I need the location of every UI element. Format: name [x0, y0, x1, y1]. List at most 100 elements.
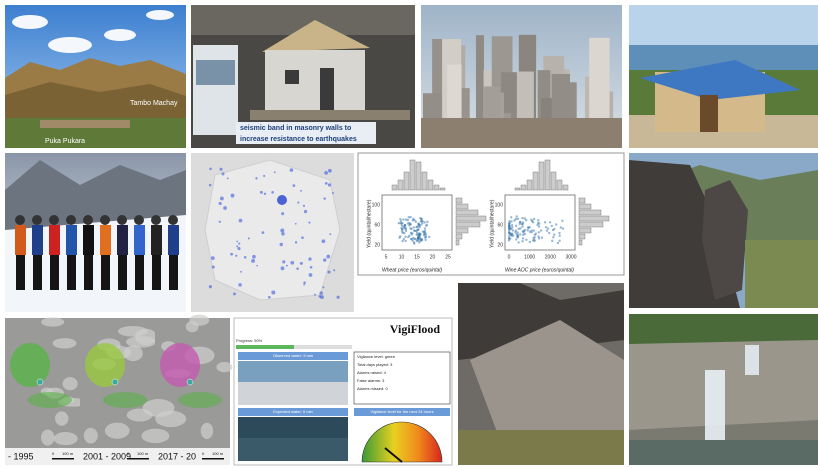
mountain-shade — [5, 82, 186, 125]
dot — [303, 281, 306, 284]
head — [32, 215, 42, 225]
scatter-point — [402, 218, 405, 221]
door — [320, 68, 334, 112]
scatter-point — [416, 225, 419, 229]
pool — [629, 440, 818, 465]
scatter-point — [558, 239, 561, 242]
scatter-point — [537, 231, 541, 234]
label: 20 — [374, 242, 380, 248]
dot — [297, 201, 300, 204]
banner — [236, 122, 376, 144]
scatter-point — [516, 231, 520, 234]
scatter-point — [537, 222, 541, 225]
scatter-point — [423, 221, 426, 224]
label: Alarms raised: 4 — [357, 370, 387, 375]
histogram-top — [556, 179, 563, 191]
legs — [33, 255, 42, 290]
scatter-point — [545, 229, 549, 232]
scatter-point — [532, 229, 536, 232]
label: Puka Pukara — [45, 138, 85, 145]
terrain — [62, 377, 78, 391]
terrain — [52, 338, 77, 349]
dot — [218, 220, 221, 223]
scatter-point — [400, 224, 404, 227]
histogram-side — [578, 233, 586, 240]
scatter-point — [552, 236, 555, 239]
histogram-top — [526, 179, 533, 191]
dot — [261, 231, 265, 234]
label: Yield (quintal/hectare) — [489, 199, 495, 248]
scatter-point — [416, 239, 420, 242]
caption-bg — [80, 448, 155, 465]
terrain — [134, 328, 157, 346]
panel-header — [238, 408, 348, 416]
building — [475, 35, 484, 148]
scatter-point — [417, 236, 420, 240]
label: increase resistance to earthquakes — [240, 136, 357, 143]
dot — [210, 256, 215, 260]
histogram-side — [455, 197, 463, 204]
legs — [135, 255, 144, 290]
histogram-top — [397, 179, 404, 191]
dot — [237, 247, 241, 251]
scatter-point — [553, 227, 556, 231]
cloud — [104, 29, 136, 41]
label: 20 — [497, 242, 503, 248]
scatter-point — [407, 216, 410, 219]
dot — [230, 252, 234, 256]
scatter-point — [507, 227, 511, 230]
scatter-point — [555, 223, 558, 226]
dot — [263, 192, 267, 195]
scatter-point — [561, 219, 564, 223]
scatter-point — [521, 239, 524, 243]
dot — [302, 204, 306, 207]
scatter-point — [399, 235, 402, 238]
scatter-point — [559, 226, 563, 229]
label: 60 — [497, 222, 503, 228]
label: 100 — [495, 202, 504, 208]
dot — [309, 265, 313, 269]
histogram-side — [578, 215, 610, 222]
terrain — [216, 362, 233, 373]
label: 0 — [202, 451, 205, 456]
head — [134, 215, 144, 225]
scatter-point — [525, 218, 528, 222]
scatter-point — [401, 221, 404, 225]
dot — [323, 258, 327, 262]
label: seismic band in masonry walls to — [240, 125, 351, 132]
label: 20 — [430, 254, 436, 260]
person — [32, 225, 43, 255]
label: False alarms: 3 — [357, 378, 385, 383]
scatter-point — [412, 226, 415, 229]
terrain — [104, 422, 130, 439]
scatter-point — [510, 227, 513, 231]
label: 15 — [414, 254, 420, 260]
scatter-point — [534, 232, 538, 235]
histogram-side — [578, 209, 602, 216]
dot — [236, 240, 239, 243]
histogram-top — [439, 187, 446, 191]
terrain — [41, 429, 55, 446]
scatter-point — [418, 233, 421, 236]
terrain — [189, 314, 210, 326]
scatter-point — [514, 224, 518, 228]
scale-bar — [52, 458, 74, 460]
scatter-point — [428, 235, 431, 239]
dot — [294, 222, 297, 225]
dot — [296, 267, 299, 270]
scatter-point — [528, 240, 532, 244]
door — [700, 95, 718, 132]
label: 5 — [385, 254, 388, 260]
histogram-top — [514, 187, 521, 191]
histogram-side — [578, 203, 592, 210]
person — [49, 225, 60, 255]
cloud — [48, 37, 92, 53]
terrain — [200, 422, 214, 440]
dot — [235, 254, 238, 257]
cloud — [12, 15, 48, 29]
foreground — [421, 118, 622, 148]
map-panel — [155, 318, 230, 465]
histogram-side — [455, 239, 460, 246]
label: 2000 — [545, 254, 556, 260]
label: 0 — [508, 254, 511, 260]
